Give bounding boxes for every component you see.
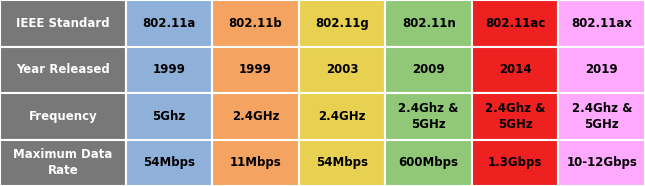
Text: 2014: 2014 [499,63,531,76]
Text: Frequency: Frequency [28,110,97,123]
Bar [559,93,645,140]
Bar [212,93,299,140]
Bar [385,0,472,46]
Bar [472,46,559,93]
Text: 54Mbps: 54Mbps [316,156,368,169]
Bar [299,140,385,186]
Text: 802.11a: 802.11a [143,17,195,30]
Text: 1999: 1999 [239,63,272,76]
Text: 2.4Ghz &
5GHz: 2.4Ghz & 5GHz [571,102,632,131]
Text: 2.4GHz: 2.4GHz [232,110,279,123]
Bar [299,93,385,140]
Bar [559,46,645,93]
Text: 1.3Gbps: 1.3Gbps [488,156,542,169]
Bar [472,140,559,186]
Bar [299,46,385,93]
Bar [212,140,299,186]
Text: 802.11g: 802.11g [315,17,369,30]
Bar [385,46,472,93]
Text: 54Mbps: 54Mbps [143,156,195,169]
Bar [126,0,212,46]
Text: 11Mbps: 11Mbps [230,156,281,169]
Bar [385,140,472,186]
Text: 1999: 1999 [153,63,186,76]
Bar [385,93,472,140]
Bar [126,46,212,93]
Text: 2019: 2019 [586,63,618,76]
Text: IEEE Standard: IEEE Standard [16,17,110,30]
Bar [126,93,212,140]
Bar [0,93,126,140]
Text: 2009: 2009 [412,63,445,76]
Bar [126,140,212,186]
Bar [472,93,559,140]
Text: 2003: 2003 [326,63,359,76]
Text: 802.11ac: 802.11ac [485,17,546,30]
Text: 10-12Gbps: 10-12Gbps [566,156,637,169]
Bar [212,46,299,93]
Text: 802.11ax: 802.11ax [571,17,632,30]
Bar [0,0,126,46]
Bar [0,46,126,93]
Text: 802.11n: 802.11n [402,17,455,30]
Bar [0,140,126,186]
Text: 5Ghz: 5Ghz [152,110,186,123]
Text: 600Mbps: 600Mbps [399,156,459,169]
Bar [472,0,559,46]
Text: Maximum Data
Rate: Maximum Data Rate [13,148,113,177]
Text: 802.11b: 802.11b [229,17,283,30]
Text: Year Released: Year Released [16,63,110,76]
Bar [212,0,299,46]
Text: 2.4Ghz &
5GHz: 2.4Ghz & 5GHz [399,102,459,131]
Bar [299,0,385,46]
Bar [559,0,645,46]
Bar [559,140,645,186]
Text: 2.4GHz: 2.4GHz [319,110,366,123]
Text: 2.4Ghz &
5GHz: 2.4Ghz & 5GHz [485,102,546,131]
